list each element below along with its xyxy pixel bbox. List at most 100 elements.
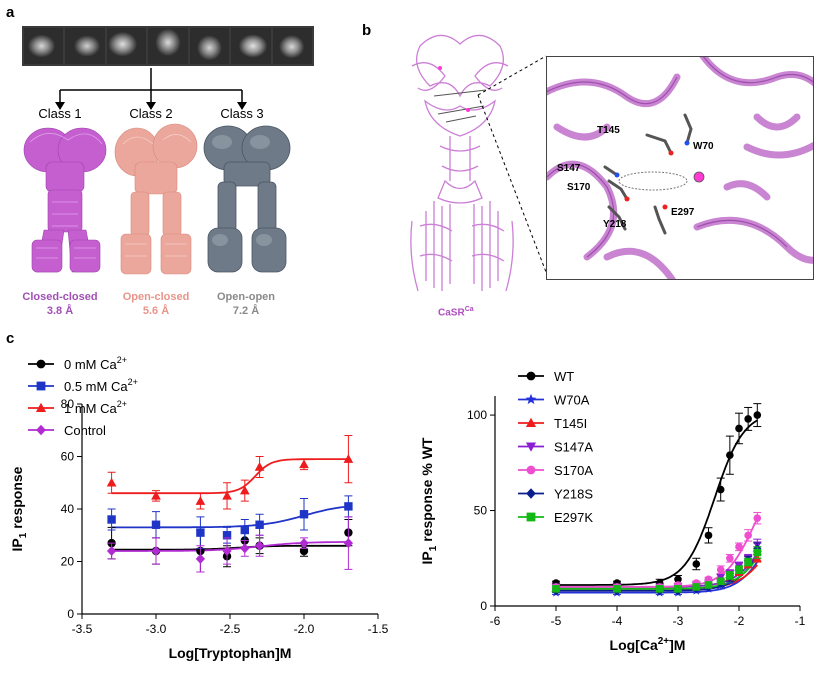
legend-marker: [526, 488, 536, 499]
fit-curve-1: [111, 505, 349, 529]
data-point: [107, 515, 116, 524]
data-point: [613, 585, 621, 593]
data-point: [692, 560, 701, 568]
residue-label-s170: S170: [567, 182, 591, 193]
class-average-tile: [24, 28, 64, 64]
y-tick-label: 40: [61, 502, 75, 516]
legend-label: S170A: [554, 463, 593, 478]
data-point: [106, 477, 117, 487]
data-point: [704, 581, 713, 589]
x-tick-label: -1.5: [368, 622, 389, 636]
data-point: [240, 543, 250, 554]
density-map-class-2: [114, 123, 198, 275]
data-point: [552, 585, 560, 593]
zoom-guide-lines: [477, 55, 547, 273]
x-tick-label: -2.5: [220, 622, 241, 636]
x-axis-label: Log[Tryptophan]M: [169, 645, 292, 661]
data-point: [674, 585, 682, 593]
class-average-tile: [106, 28, 147, 64]
data-point: [151, 545, 161, 557]
y-tick-label: 60: [61, 450, 75, 464]
class-average-tile: [272, 28, 312, 64]
data-point: [674, 575, 682, 584]
legend-label: WT: [554, 369, 574, 384]
data-point: [239, 485, 250, 495]
panel-label-b: b: [362, 22, 372, 39]
data-point: [655, 585, 664, 593]
tryptophan-dose-response-chart: -3.5 -3.0 -2.5 -2.0 -1.5 0 20 40 60 80 Log[Tryptop…: [9, 355, 389, 661]
class-average-tile: [231, 28, 271, 64]
data-point: [726, 554, 734, 563]
y-tick-label: 0: [480, 599, 487, 613]
legend-marker: [526, 512, 536, 522]
data-point: [726, 571, 734, 580]
x-tick-label: -3: [673, 614, 684, 628]
structure-label: CaSRCa: [438, 306, 474, 319]
data-point: [753, 548, 762, 557]
legend-marker: [525, 442, 537, 452]
calcium-dose-response-chart: -6 -5 -4 -3 -2 -1 0 50 100 Log[Ca2+]M IP1 response…: [419, 369, 806, 653]
data-point: [299, 510, 309, 519]
x-tick-label: -3.0: [146, 622, 167, 636]
class-average-strip: [22, 26, 314, 66]
class-1-label: Class 1: [38, 106, 82, 121]
y-tick-label: 20: [61, 555, 75, 569]
class-average-tile: [148, 28, 188, 64]
legend-label: Control: [64, 423, 106, 438]
data-point: [195, 553, 206, 564]
y-axis-label: IP1 response: [9, 466, 29, 551]
data-point: [254, 540, 265, 551]
data-point: [744, 558, 752, 566]
y-tick-label: 0: [67, 607, 74, 621]
data-point: [222, 490, 232, 500]
y-tick-label: 80: [61, 397, 75, 411]
data-point: [692, 583, 701, 591]
data-point: [299, 459, 309, 469]
class-3-label: Class 3: [220, 106, 264, 121]
class-average-tile: [189, 28, 230, 64]
x-tick-label: -5: [551, 614, 562, 628]
class-tree-connector: [55, 68, 247, 110]
data-point: [222, 531, 232, 540]
residue-label-e297: E297: [671, 207, 695, 218]
density-map-class-1: [23, 127, 107, 273]
residue-label-w70: W70: [693, 141, 714, 152]
data-point: [753, 514, 762, 522]
legend-label: W70A: [554, 393, 590, 408]
residue-label-s147: S147: [557, 163, 581, 174]
data-point: [344, 502, 353, 511]
x-tick-label: -3.5: [72, 622, 93, 636]
data-point: [255, 520, 264, 529]
legend-marker: [526, 465, 536, 475]
density-map-class-3: [203, 125, 291, 273]
data-point: [151, 490, 161, 500]
data-point: [196, 528, 205, 537]
x-tick-label: -2.0: [294, 622, 315, 636]
legend-marker: [35, 402, 47, 412]
class-3-state: Open-open: [216, 291, 276, 303]
panel-label-a: a: [6, 4, 15, 21]
data-point: [195, 496, 206, 505]
legend-marker: [525, 417, 537, 427]
legend-marker: [525, 393, 537, 405]
data-point: [735, 543, 743, 551]
legend-label: E297K: [554, 510, 593, 525]
data-point: [106, 545, 117, 557]
class-2-state: Open-closed: [122, 291, 190, 303]
y-tick-label: 100: [467, 408, 487, 422]
residue-label-t145: T145: [597, 125, 620, 136]
y-tick-label: 50: [474, 504, 488, 518]
binding-site-zoom: T145 W70 S147 S170 E297 Y218: [546, 56, 814, 280]
casr-cartoon-structure: [410, 34, 514, 292]
binding-site-ribbons: [547, 57, 813, 279]
residue-label-y218: Y218: [603, 219, 627, 230]
legend-marker: [36, 359, 46, 369]
data-point: [716, 577, 725, 585]
legend-label: S147A: [554, 440, 593, 455]
data-point: [744, 415, 752, 423]
data-point: [735, 565, 743, 574]
data-point: [716, 485, 725, 494]
x-tick-label: -2: [734, 614, 745, 628]
data-point: [343, 454, 354, 463]
class-1-resolution: 3.8 Å: [46, 305, 74, 317]
